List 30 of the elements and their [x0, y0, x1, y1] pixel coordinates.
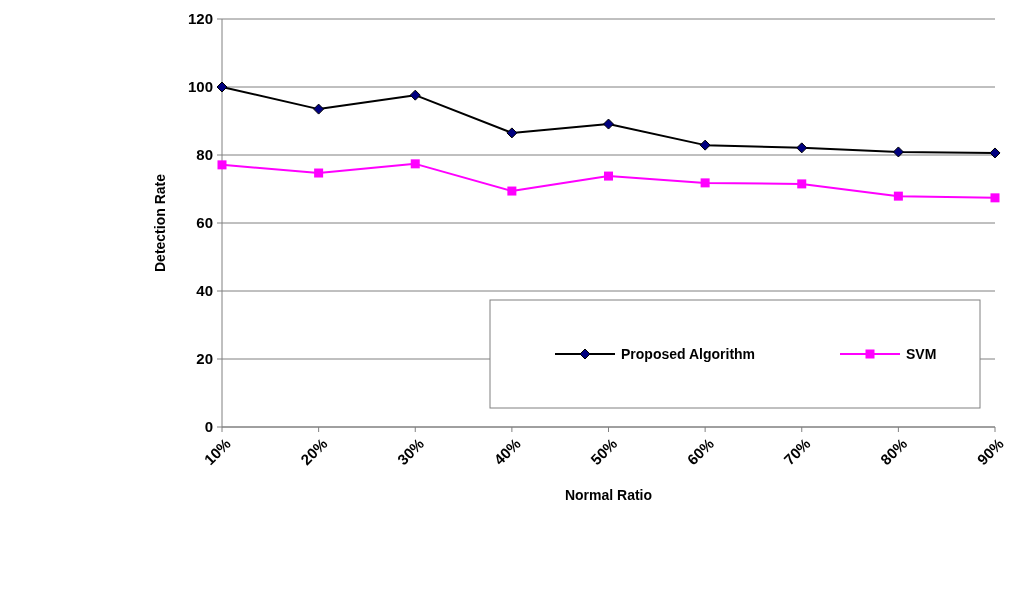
- legend-label: SVM: [906, 345, 937, 362]
- y-tick-label: 20: [196, 350, 213, 368]
- point: [506, 127, 518, 139]
- point: [507, 186, 517, 196]
- point: [989, 147, 1001, 159]
- point: [409, 89, 421, 101]
- point: [410, 159, 420, 169]
- y-tick-label: 0: [204, 418, 213, 436]
- point: [314, 168, 324, 178]
- x-tick-label: 40%: [490, 434, 524, 469]
- point: [892, 146, 904, 158]
- y-tick-label: 100: [187, 78, 213, 96]
- point: [893, 191, 903, 201]
- point: [990, 193, 1000, 203]
- point: [603, 118, 614, 130]
- y-tick-label: 40: [196, 282, 213, 300]
- point: [699, 139, 711, 151]
- y-axis-title: Detection Rate: [152, 173, 168, 273]
- y-tick-label: 120: [187, 10, 213, 28]
- point: [217, 160, 227, 170]
- y-tick-label: 60: [196, 214, 213, 232]
- point: [313, 103, 325, 115]
- point: [797, 179, 807, 189]
- point: [604, 171, 613, 181]
- legend-label: Proposed Algorithm: [621, 345, 756, 362]
- y-tick-label: 80: [196, 146, 213, 164]
- point: [700, 178, 710, 188]
- x-axis-title: Normal Ratio: [564, 487, 653, 503]
- point: [216, 81, 228, 93]
- point: [796, 142, 808, 154]
